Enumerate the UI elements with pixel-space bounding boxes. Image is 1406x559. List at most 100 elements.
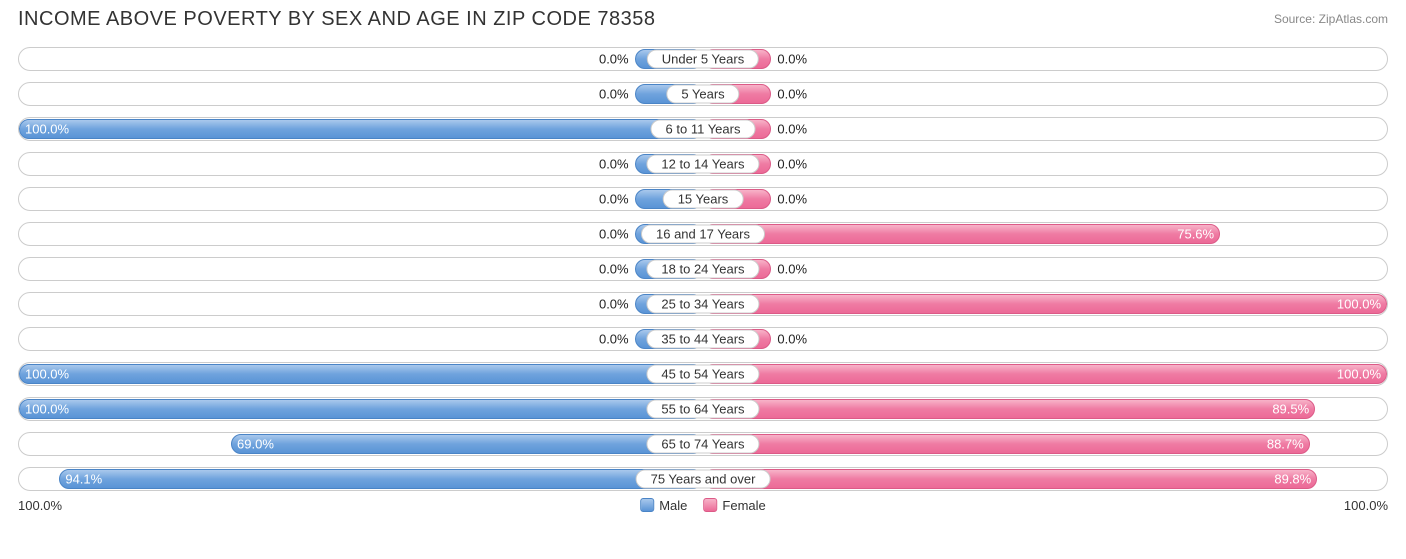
female-bar <box>703 364 1387 384</box>
female-half: 89.8% <box>703 468 1387 490</box>
male-half: 0.0% <box>19 258 703 280</box>
female-half: 0.0% <box>703 48 1387 70</box>
age-label: 35 to 44 Years <box>646 330 759 349</box>
chart-row: 100.0% 89.5% 55 to 64 Years <box>18 397 1388 421</box>
female-value-label: 0.0% <box>777 332 807 347</box>
legend-male: Male <box>640 498 687 513</box>
male-value-label: 100.0% <box>25 122 69 137</box>
male-value-label: 100.0% <box>25 367 69 382</box>
age-label: 65 to 74 Years <box>646 435 759 454</box>
chart-source: Source: ZipAtlas.com <box>1274 8 1388 26</box>
female-half: 0.0% <box>703 153 1387 175</box>
male-swatch-icon <box>640 498 654 512</box>
male-bar <box>231 434 703 454</box>
male-value-label: 0.0% <box>599 87 629 102</box>
male-half: 100.0% <box>19 363 703 385</box>
female-bar <box>703 224 1220 244</box>
male-half: 0.0% <box>19 83 703 105</box>
male-value-label: 0.0% <box>599 297 629 312</box>
age-label: 18 to 24 Years <box>646 260 759 279</box>
male-half: 0.0% <box>19 293 703 315</box>
chart-title: INCOME ABOVE POVERTY BY SEX AND AGE IN Z… <box>18 8 655 31</box>
female-value-label: 0.0% <box>777 262 807 277</box>
age-label: 75 Years and over <box>636 470 771 489</box>
age-label: 25 to 34 Years <box>646 295 759 314</box>
male-value-label: 0.0% <box>599 52 629 67</box>
female-half: 0.0% <box>703 118 1387 140</box>
male-half: 0.0% <box>19 48 703 70</box>
male-half: 94.1% <box>19 468 703 490</box>
male-half: 0.0% <box>19 188 703 210</box>
female-value-label: 0.0% <box>777 87 807 102</box>
male-value-label: 0.0% <box>599 332 629 347</box>
chart-row: 0.0% 75.6% 16 and 17 Years <box>18 222 1388 246</box>
male-half: 0.0% <box>19 328 703 350</box>
female-half: 0.0% <box>703 83 1387 105</box>
female-value-label: 0.0% <box>777 157 807 172</box>
chart-row: 0.0% 0.0% 18 to 24 Years <box>18 257 1388 281</box>
axis-right-label: 100.0% <box>1344 498 1388 513</box>
male-value-label: 0.0% <box>599 157 629 172</box>
male-bar <box>19 364 703 384</box>
female-value-label: 88.7% <box>1267 437 1304 452</box>
male-value-label: 69.0% <box>237 437 274 452</box>
female-half: 75.6% <box>703 223 1387 245</box>
legend-female: Female <box>703 498 765 513</box>
diverging-bar-chart: 0.0% 0.0% Under 5 Years 0.0% 0.0% 5 Years 100.… <box>0 35 1406 491</box>
chart-row: 0.0% 0.0% 15 Years <box>18 187 1388 211</box>
chart-row: 0.0% 0.0% 35 to 44 Years <box>18 327 1388 351</box>
chart-row: 69.0% 88.7% 65 to 74 Years <box>18 432 1388 456</box>
chart-row: 100.0% 0.0% 6 to 11 Years <box>18 117 1388 141</box>
age-label: 6 to 11 Years <box>651 120 756 139</box>
male-half: 100.0% <box>19 118 703 140</box>
male-value-label: 94.1% <box>65 472 102 487</box>
female-value-label: 89.8% <box>1274 472 1311 487</box>
female-bar <box>703 469 1317 489</box>
male-half: 0.0% <box>19 153 703 175</box>
chart-row: 0.0% 0.0% 5 Years <box>18 82 1388 106</box>
female-half: 100.0% <box>703 363 1387 385</box>
female-half: 88.7% <box>703 433 1387 455</box>
female-half: 100.0% <box>703 293 1387 315</box>
age-label: 45 to 54 Years <box>646 365 759 384</box>
chart-row: 0.0% 0.0% 12 to 14 Years <box>18 152 1388 176</box>
female-value-label: 100.0% <box>1337 367 1381 382</box>
female-value-label: 100.0% <box>1337 297 1381 312</box>
female-bar <box>703 434 1310 454</box>
male-value-label: 0.0% <box>599 192 629 207</box>
male-half: 0.0% <box>19 223 703 245</box>
female-bar <box>703 294 1387 314</box>
age-label: 5 Years <box>666 85 739 104</box>
male-bar <box>59 469 703 489</box>
chart-header: INCOME ABOVE POVERTY BY SEX AND AGE IN Z… <box>0 0 1406 35</box>
female-swatch-icon <box>703 498 717 512</box>
age-label: Under 5 Years <box>647 50 759 69</box>
female-value-label: 75.6% <box>1177 227 1214 242</box>
chart-row: 100.0% 100.0% 45 to 54 Years <box>18 362 1388 386</box>
age-label: 16 and 17 Years <box>641 225 765 244</box>
female-value-label: 0.0% <box>777 52 807 67</box>
female-half: 0.0% <box>703 188 1387 210</box>
age-label: 12 to 14 Years <box>646 155 759 174</box>
female-half: 0.0% <box>703 258 1387 280</box>
chart-footer: 100.0% 100.0% Male Female <box>0 498 1406 513</box>
male-half: 100.0% <box>19 398 703 420</box>
female-bar <box>703 399 1315 419</box>
female-value-label: 89.5% <box>1272 402 1309 417</box>
axis-left-label: 100.0% <box>18 498 62 513</box>
chart-row: 94.1% 89.8% 75 Years and over <box>18 467 1388 491</box>
female-half: 0.0% <box>703 328 1387 350</box>
male-value-label: 0.0% <box>599 262 629 277</box>
male-half: 69.0% <box>19 433 703 455</box>
female-value-label: 0.0% <box>777 122 807 137</box>
legend: Male Female <box>640 498 766 513</box>
age-label: 55 to 64 Years <box>646 400 759 419</box>
male-bar <box>19 399 703 419</box>
female-value-label: 0.0% <box>777 192 807 207</box>
female-half: 89.5% <box>703 398 1387 420</box>
male-value-label: 0.0% <box>599 227 629 242</box>
age-label: 15 Years <box>663 190 744 209</box>
male-value-label: 100.0% <box>25 402 69 417</box>
chart-row: 0.0% 100.0% 25 to 34 Years <box>18 292 1388 316</box>
chart-row: 0.0% 0.0% Under 5 Years <box>18 47 1388 71</box>
